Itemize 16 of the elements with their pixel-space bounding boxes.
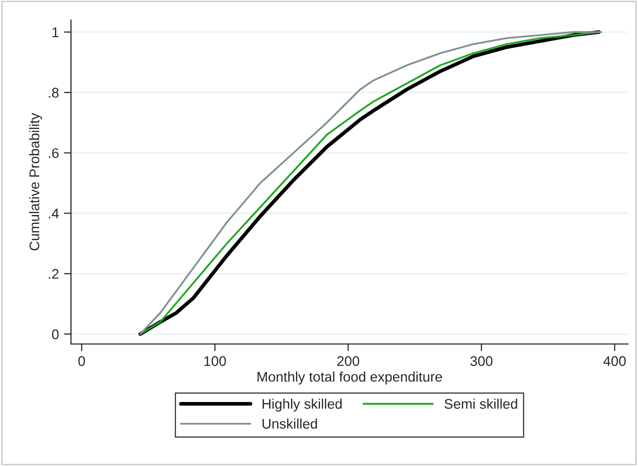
y-tick-label: .6 (48, 148, 59, 158)
y-tick-label: 0 (52, 329, 59, 340)
legend-label: Unskilled (262, 418, 317, 429)
y-axis-title: Cumulative Probability (29, 112, 42, 250)
legend-label: Semi skilled (444, 398, 518, 409)
y-tick-label: 1 (52, 28, 59, 38)
y-tick-label: .4 (48, 208, 59, 218)
y-tick-label: .2 (48, 268, 58, 279)
x-axis-title: Monthly total food expenditure (258, 372, 442, 384)
x-tick-label: 0 (78, 356, 85, 366)
x-tick-label: 300 (470, 356, 492, 366)
legend-label: Highly skilled (262, 398, 342, 412)
y-tick-label: .8 (48, 88, 59, 98)
x-tick-label: 100 (204, 356, 226, 366)
x-tick-label: 200 (337, 356, 360, 366)
x-tick-label: 400 (603, 356, 626, 366)
